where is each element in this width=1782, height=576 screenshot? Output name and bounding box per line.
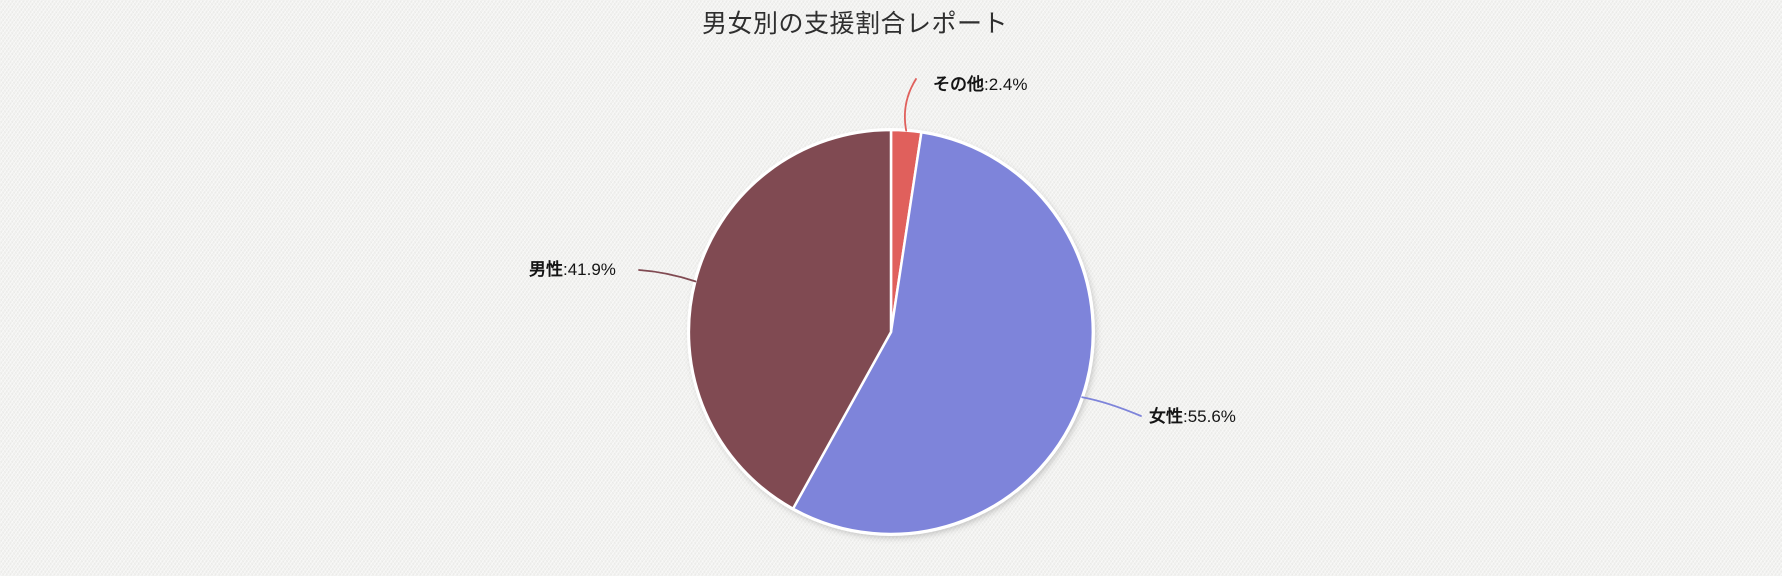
callout-label-dansei: 男性:41.9% [529,258,616,281]
callout-label-sonota: その他:2.4% [933,73,1027,96]
callout-sonota-value: :2.4% [984,75,1028,94]
chart-title: 男女別の支援割合レポート [702,10,1009,38]
callout-sonota-name: その他 [933,75,984,94]
callout-line-2 [638,269,697,283]
callout-line-0 [903,78,917,132]
callout-dansei-value: :41.9% [563,260,616,279]
callout-dansei-name: 男性 [529,260,563,279]
callout-josei-name: 女性 [1149,407,1183,426]
callout-lines [638,78,1142,417]
pie-slices [687,128,1095,536]
callout-josei-value: :55.6% [1183,407,1236,426]
callout-label-josei: 女性:55.6% [1149,405,1236,428]
callout-line-1 [1081,396,1142,417]
